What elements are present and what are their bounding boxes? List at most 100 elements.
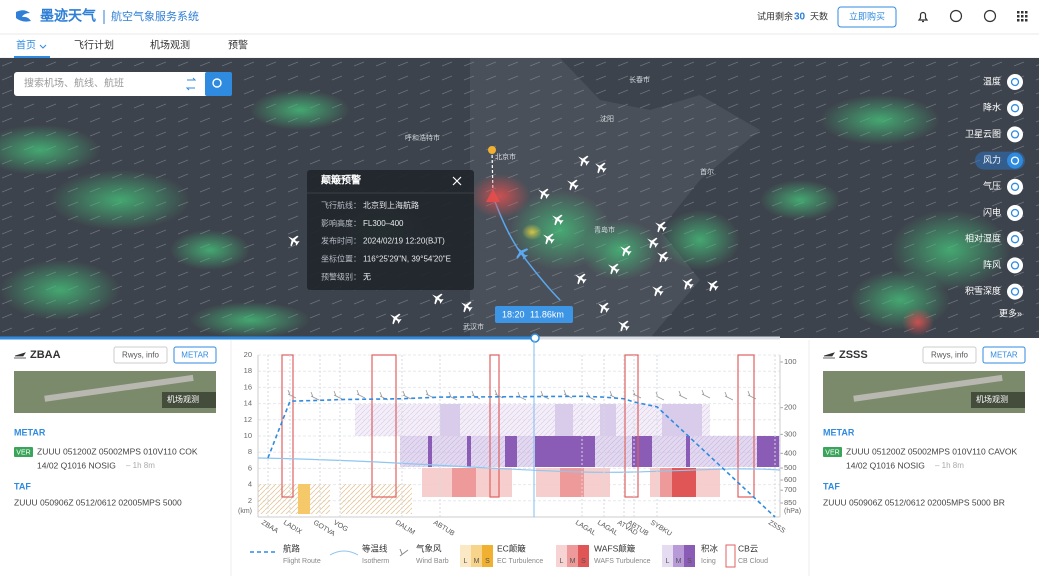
layer-icon[interactable] (1007, 205, 1023, 221)
plane-icon[interactable] (572, 270, 589, 287)
layer-label[interactable]: 卫星云图 (965, 129, 1001, 139)
plane-icon[interactable] (654, 248, 671, 265)
airport-button[interactable] (922, 346, 977, 364)
airport-photo-label[interactable]: 机场观测 (976, 394, 1008, 404)
layer-label[interactable]: 积雪深度 (965, 285, 1001, 296)
layer-icon[interactable] (1007, 100, 1023, 117)
plane-icon[interactable] (429, 290, 446, 307)
search-button[interactable] (205, 72, 232, 96)
plane-icon[interactable] (575, 152, 592, 169)
layer-icon[interactable] (1007, 74, 1023, 90)
progress-knob[interactable] (530, 333, 540, 343)
plane-icon[interactable] (285, 232, 302, 249)
help-icon[interactable] (949, 9, 963, 23)
metar-line: ZUUU 051200Z 05002MPS 010V110 COK (37, 446, 198, 456)
layer-icon-glyph[interactable] (1010, 208, 1020, 218)
airport-button-label[interactable]: METAR (181, 351, 209, 360)
plane-icon[interactable] (652, 218, 669, 235)
user-icon[interactable] (983, 9, 997, 23)
legend-name-en: Isotherm (362, 558, 389, 565)
waypoint-label: DALIM (394, 519, 416, 536)
plane-icon[interactable] (615, 317, 632, 334)
airport-photo-label[interactable]: 机场观测 (167, 394, 199, 404)
layer-icon-glyph[interactable] (1010, 182, 1020, 191)
swap-icon[interactable] (185, 77, 197, 91)
plane-icon[interactable] (595, 299, 612, 316)
icing-strong (757, 436, 779, 467)
layer-icon[interactable] (1007, 231, 1023, 248)
layers-more[interactable]: 更多» (999, 307, 1022, 318)
layer-icon[interactable] (1007, 126, 1023, 143)
ver-badge-label: VER (825, 449, 839, 456)
layer-icon-glyph[interactable] (1010, 287, 1020, 296)
layer-label[interactable]: 温度 (983, 75, 1001, 86)
legend-swatch (460, 545, 471, 567)
icing-strong (428, 436, 432, 467)
plane-icon[interactable] (605, 260, 622, 277)
buy-label[interactable]: 立即购买 (849, 10, 885, 21)
popup-row-label: 坐标位置： (321, 254, 361, 264)
legend-swatch (684, 545, 695, 567)
airport-button[interactable] (113, 346, 168, 364)
plane-icon[interactable] (644, 234, 661, 251)
legend-level: S (581, 558, 586, 565)
plane-icon[interactable] (649, 282, 666, 299)
layer-icon-glyph[interactable] (1010, 235, 1020, 244)
airport-button[interactable] (982, 346, 1026, 364)
airport-button-label[interactable]: Rwys, info (931, 351, 968, 360)
metar-age: – 1h 8m (935, 461, 964, 470)
time-label: 18:20 (502, 309, 525, 319)
buy-button[interactable] (837, 6, 897, 28)
y-tick-label: 12 (244, 415, 252, 424)
layer-label[interactable]: 闪电 (983, 206, 1001, 217)
search-placeholder[interactable]: 搜索机场、航线、航班 (24, 77, 124, 90)
plane-icon[interactable] (540, 230, 557, 247)
layer-icon[interactable] (1007, 178, 1023, 195)
bell-icon[interactable] (917, 11, 929, 23)
layer-label[interactable]: 风力 (983, 154, 1001, 165)
plane-icon[interactable] (535, 185, 552, 202)
nav-item[interactable]: 预警 (228, 39, 248, 52)
layer-icon[interactable] (1007, 283, 1023, 300)
layer-label[interactable]: 气压 (983, 180, 1001, 191)
layer-label[interactable]: 相对湿度 (965, 233, 1001, 244)
search-box[interactable] (14, 72, 232, 96)
layer-icon-glyph[interactable] (1010, 77, 1020, 87)
ver-badge-label: VER (16, 449, 30, 456)
plane-icon[interactable] (679, 275, 696, 292)
layer-label[interactable]: 阵风 (983, 259, 1001, 270)
logo: 墨迹天气 (40, 8, 96, 24)
layer-icon-glyph[interactable] (1010, 130, 1020, 139)
nav-item[interactable]: 首页 (16, 39, 36, 52)
plane-icon[interactable] (704, 277, 721, 294)
layer-icon-glyph[interactable] (1010, 261, 1020, 270)
airport-button[interactable] (173, 346, 217, 364)
layer-icon[interactable] (1007, 152, 1023, 169)
plane-icon[interactable] (592, 159, 609, 176)
plane-icon[interactable] (617, 242, 634, 259)
metar-age: – 1h 8m (126, 461, 155, 470)
legend-level: M (676, 558, 682, 565)
plane-icon[interactable] (387, 310, 404, 327)
layer-icon-glyph[interactable] (1010, 156, 1020, 165)
plane-icon[interactable] (458, 298, 475, 315)
layer-label[interactable]: 降水 (983, 102, 1001, 113)
nav-caret (39, 44, 47, 49)
airport-button-label[interactable]: METAR (990, 351, 1018, 360)
popup-close[interactable] (452, 176, 462, 186)
waypoint-label: LAGAL (574, 519, 597, 537)
nav-item[interactable]: 飞行计划 (74, 39, 114, 52)
apps-icon[interactable] (1017, 11, 1028, 22)
plane-icon[interactable] (564, 176, 581, 193)
layer-icon-glyph[interactable] (1010, 104, 1020, 113)
search-icon[interactable] (212, 78, 222, 88)
icing-medium (600, 404, 616, 436)
y2-tick-label: 500 (784, 463, 797, 472)
current-plane[interactable] (511, 242, 531, 262)
cb-cloud (281, 354, 294, 498)
airport-button-label[interactable]: Rwys, info (122, 351, 159, 360)
nav-item[interactable]: 机场观测 (150, 39, 190, 52)
layer-icon[interactable] (1007, 257, 1023, 274)
plane-icon[interactable] (549, 211, 566, 228)
